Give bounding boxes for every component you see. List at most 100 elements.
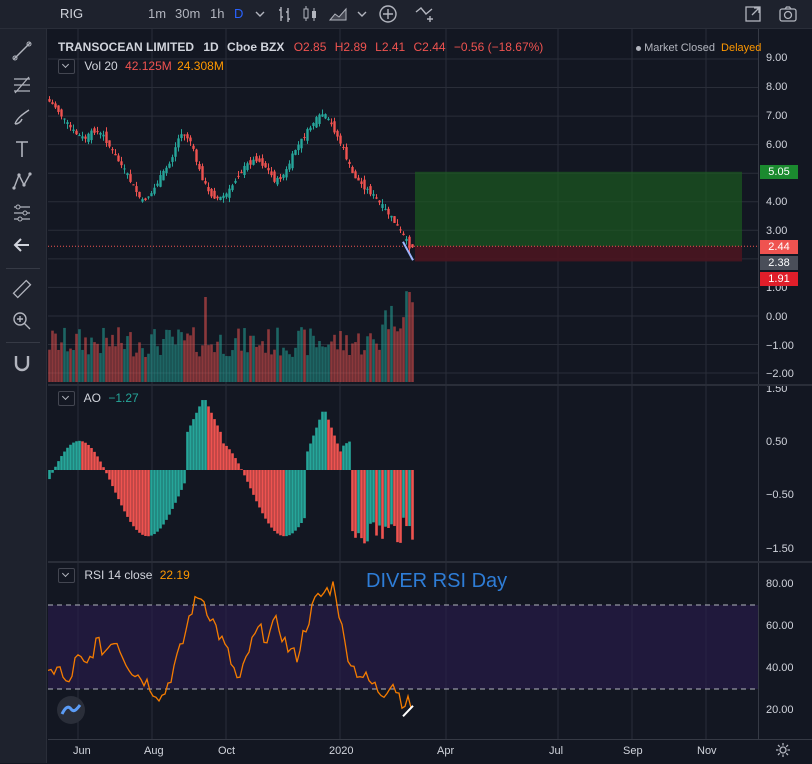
candle-body [162,170,165,181]
ao-histogram-bar [324,411,327,470]
time-axis-label: Apr [437,745,455,757]
camera-icon[interactable] [778,4,798,24]
price-axis-label: −2.00 [766,368,794,380]
legend-exchange: Cboe BZX [227,40,285,54]
ao-histogram-bar [264,470,267,519]
candle-body [90,130,93,141]
volume-bar [360,354,363,382]
candle-body [342,146,345,148]
candles-icon[interactable] [300,4,320,24]
fib-tool-icon[interactable] [11,74,33,96]
collapse-toggle[interactable] [58,59,75,75]
text-tool-icon[interactable] [11,138,33,160]
volume-bar [309,328,312,382]
timeframe-30m[interactable]: 30m [175,6,201,21]
brand-logo-icon [57,696,85,724]
pattern-tool-icon[interactable] [11,170,33,192]
time-axis-label: 2020 [329,745,354,757]
volume-bar [276,327,279,382]
timeframe-d[interactable]: D [234,6,244,21]
volume-bar [312,335,315,382]
ao-histogram-bar [360,470,363,539]
add-indicator-icon[interactable] [378,4,398,24]
ao-histogram-bar [378,470,381,526]
collapse-toggle[interactable] [58,568,75,584]
timeframe-1h[interactable]: 1h [210,6,225,21]
candle-body [276,177,279,185]
ao-histogram-bar [399,470,402,543]
ao-histogram-bar [57,461,60,470]
settings-gear-icon[interactable] [775,742,791,758]
zoom-in-icon[interactable] [11,310,33,332]
ao-histogram-bar [87,444,90,470]
ao-histogram-bar [81,441,84,470]
timeframe-1m[interactable]: 1m [148,6,167,21]
ao-histogram-bar [210,412,213,470]
volume-bar [147,353,150,382]
ao-histogram-bar [219,431,222,470]
candle-body [294,150,297,155]
rsi-label: RSI [84,568,105,582]
volume-bar [390,305,393,382]
candle-body [144,198,147,201]
ao-histogram-bar [321,411,324,470]
candle-body [327,118,330,121]
pane-separator[interactable] [48,561,812,563]
ao-histogram-bar [351,470,354,532]
pane-separator[interactable] [48,384,812,386]
chevron-down-icon[interactable] [352,4,372,24]
volume-bar [375,343,378,382]
candle-body [243,165,246,175]
chart-canvas[interactable] [48,29,758,763]
fullscreen-icon[interactable] [743,4,763,24]
measure-tool-icon[interactable] [11,202,33,224]
ao-histogram-bar [285,470,288,537]
bar-chart-type-icon[interactable] [276,4,296,24]
rsi-params: 14 close [107,568,153,582]
volume-bar [129,332,132,382]
volume-bar [252,335,255,382]
back-arrow-icon[interactable] [11,234,33,256]
candle-body [393,216,396,223]
candle-body [84,136,87,139]
candle-body [63,118,66,120]
price-axis-label: 8.00 [766,81,788,93]
time-axis[interactable] [48,739,812,764]
rsi-annotation[interactable]: DIVER RSI Day [366,570,508,592]
legend-low: L2.41 [375,40,406,54]
candle-body [123,168,126,170]
volume-bar [72,350,75,382]
candle-body [75,130,78,135]
compare-icon[interactable] [414,4,434,24]
ao-histogram-bar [198,406,201,470]
ao-histogram-bar [369,470,372,524]
ao-histogram-bar [165,470,168,520]
candle-body [372,194,375,196]
volume-bar [306,355,309,382]
ao-histogram-bar [372,470,375,523]
price-axis[interactable] [758,29,812,763]
candle-body [291,153,294,169]
legend-open: O2.85 [293,40,327,54]
ao-histogram-bar [150,470,153,536]
volume-bar [327,344,330,382]
ao-histogram-bar [276,470,279,534]
candle-body [150,193,153,197]
ao-histogram-bar [177,470,180,497]
collapse-toggle[interactable] [58,391,75,407]
candle-body [366,188,369,190]
ruler-icon[interactable] [11,278,33,300]
time-axis-label: Sep [623,745,643,757]
brush-icon[interactable] [11,106,33,128]
ao-histogram-bar [75,441,78,470]
symbol-search[interactable]: RIG [60,6,84,21]
ao-histogram-bar [174,470,177,503]
magnet-icon[interactable] [11,352,33,374]
chevron-down-icon[interactable] [250,4,270,24]
price-axis-label: 4.00 [766,196,788,208]
area-chart-icon[interactable] [328,4,348,24]
time-axis-label: Nov [697,745,717,757]
volume-bar [153,329,156,382]
trend-line-icon[interactable] [11,40,33,62]
candle-body [48,99,51,102]
